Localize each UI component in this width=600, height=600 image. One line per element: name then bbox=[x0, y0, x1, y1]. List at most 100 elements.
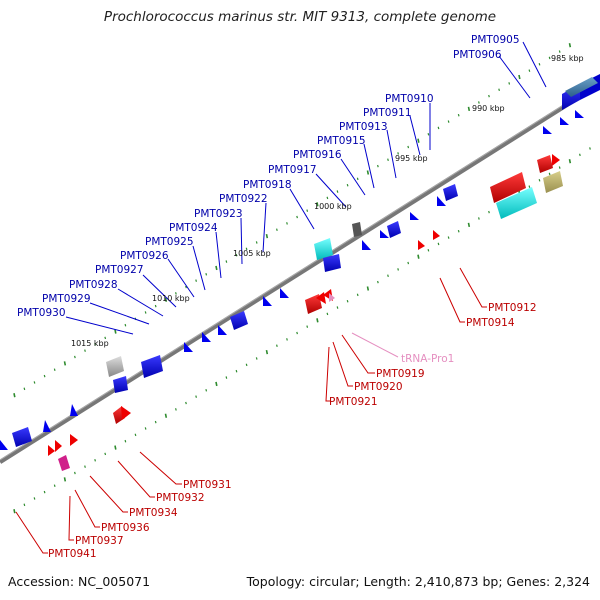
tick-mark bbox=[195, 395, 197, 398]
gene-box bbox=[230, 311, 248, 330]
gene-label: PMT0917 bbox=[268, 164, 317, 176]
tick-mark bbox=[326, 312, 329, 316]
tick-mark bbox=[326, 196, 329, 200]
tick-mark bbox=[53, 484, 56, 487]
gene-label: PMT0916 bbox=[293, 149, 342, 161]
kbp-label: 1015 kbp bbox=[71, 339, 109, 348]
tick-mark bbox=[215, 381, 218, 387]
tick-mark bbox=[94, 343, 96, 346]
gene-arrow bbox=[202, 332, 211, 342]
tick-mark bbox=[114, 329, 117, 334]
gene-label: PMT0926 bbox=[120, 250, 169, 262]
gene-box bbox=[12, 427, 32, 447]
gene-arrow bbox=[575, 110, 584, 118]
gene-arrow bbox=[362, 240, 371, 250]
tick-mark bbox=[558, 166, 561, 169]
tick-mark bbox=[13, 509, 16, 514]
kbp-label: 1010 kbp bbox=[152, 294, 190, 303]
tick-mark bbox=[467, 106, 471, 112]
tick-mark bbox=[43, 490, 46, 494]
tick-mark bbox=[417, 254, 420, 259]
tick-mark bbox=[548, 172, 551, 176]
tick-mark bbox=[74, 471, 76, 475]
tick-mark bbox=[144, 311, 147, 314]
gene-label: PMT0941 bbox=[48, 548, 97, 560]
gene-label: PMT0918 bbox=[243, 179, 292, 191]
tick-mark bbox=[377, 280, 379, 284]
gene-label: PMT0906 bbox=[453, 49, 502, 61]
trna-label: tRNA-Pro1 bbox=[401, 353, 454, 365]
tick-mark bbox=[63, 477, 67, 482]
tick-mark bbox=[447, 120, 450, 123]
gene-box bbox=[496, 187, 537, 219]
tick-mark bbox=[33, 497, 36, 500]
gene-arrow bbox=[43, 420, 51, 432]
gene-arrow bbox=[218, 325, 227, 335]
genome-backbone-highlight bbox=[0, 81, 600, 461]
tick-mark bbox=[427, 133, 430, 136]
gene-label: PMT0928 bbox=[69, 279, 118, 291]
gene-box bbox=[106, 356, 124, 377]
gene-arrow bbox=[55, 440, 62, 452]
gene-box bbox=[352, 222, 362, 237]
gene-label: PMT0931 bbox=[183, 479, 232, 491]
tick-mark bbox=[568, 43, 572, 48]
gene-box bbox=[141, 355, 163, 378]
top-labels: PMT0905 PMT0906 PMT0910 PMT0911 PMT0913 … bbox=[17, 34, 520, 319]
trna-connector bbox=[351, 332, 399, 358]
gene-label: PMT0934 bbox=[129, 507, 178, 519]
tick-mark bbox=[276, 344, 278, 347]
tick-mark bbox=[457, 113, 460, 117]
tick-mark bbox=[478, 101, 480, 104]
tick-mark bbox=[589, 147, 591, 150]
tick-mark bbox=[498, 88, 500, 92]
tick-mark bbox=[488, 94, 490, 98]
tick-mark bbox=[316, 318, 319, 323]
ticks bbox=[13, 43, 591, 514]
tick-mark bbox=[579, 153, 581, 157]
tick-mark bbox=[437, 242, 440, 246]
accession-text: Accession: NC_005071 bbox=[8, 574, 151, 589]
tick-mark bbox=[296, 331, 298, 335]
gene-label: PMT0913 bbox=[339, 121, 388, 133]
tick-mark bbox=[23, 387, 26, 391]
tick-mark bbox=[558, 50, 561, 53]
gene-label: PMT0920 bbox=[354, 381, 403, 393]
tick-mark bbox=[124, 439, 127, 443]
tick-mark bbox=[306, 209, 309, 212]
tick-mark bbox=[306, 325, 309, 328]
gene-label: PMT0919 bbox=[376, 368, 425, 380]
tick-mark bbox=[568, 159, 572, 164]
tick-mark bbox=[94, 459, 96, 462]
tick-mark bbox=[154, 420, 157, 424]
gene-box bbox=[490, 172, 526, 203]
tick-mark bbox=[245, 247, 248, 251]
tick-mark bbox=[164, 413, 168, 418]
tick-mark bbox=[134, 433, 137, 437]
gene-label: PMT0925 bbox=[145, 236, 194, 248]
tick-mark bbox=[13, 393, 16, 398]
tick-mark bbox=[104, 336, 107, 340]
tick-mark bbox=[377, 164, 379, 168]
gene-label: PMT0911 bbox=[363, 107, 412, 119]
gene-label: PMT0930 bbox=[17, 307, 66, 319]
tick-mark bbox=[387, 274, 389, 278]
gene-label: PMT0924 bbox=[169, 222, 218, 234]
top-genes bbox=[0, 74, 600, 450]
tick-mark bbox=[265, 233, 269, 239]
tick-mark bbox=[356, 293, 359, 297]
tick-mark bbox=[336, 190, 339, 193]
tick-mark bbox=[164, 297, 168, 302]
tick-mark bbox=[235, 253, 238, 257]
tick-mark bbox=[467, 222, 471, 228]
tick-mark bbox=[84, 465, 86, 468]
kbp-label: 995 kbp bbox=[395, 154, 428, 163]
gene-arrow bbox=[552, 154, 560, 166]
kbp-label: 990 kbp bbox=[472, 104, 505, 113]
tick-mark bbox=[286, 338, 288, 341]
tick-mark bbox=[316, 202, 319, 207]
tick-mark bbox=[538, 179, 541, 182]
tick-mark bbox=[265, 349, 269, 355]
tick-mark bbox=[43, 374, 46, 378]
